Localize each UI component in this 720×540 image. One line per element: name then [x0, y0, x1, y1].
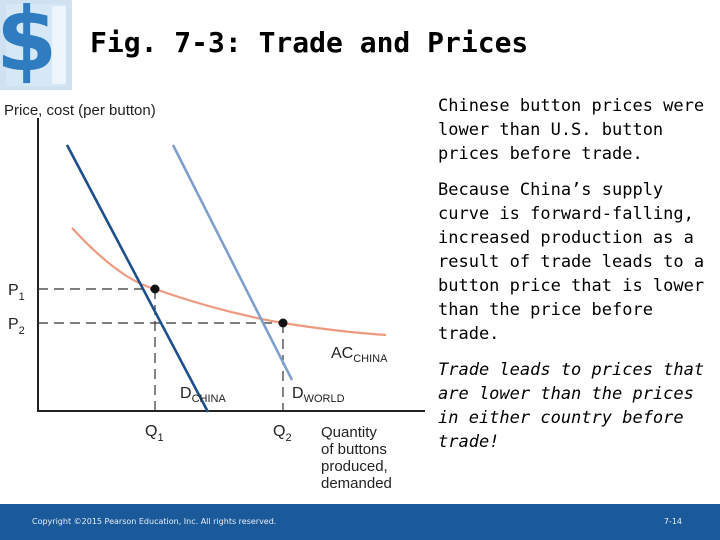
q1-label: Q1 [145, 423, 164, 444]
footer-bar: Copyright ©2015 Pearson Education, Inc. … [0, 504, 720, 540]
ac-china-label: ACCHINA [331, 345, 388, 365]
x-axis-label-line-1: Quantity [321, 424, 377, 441]
svg-text:$: $ [0, 0, 57, 90]
equilibrium-point-1 [150, 284, 160, 294]
equilibrium-point-2 [278, 318, 288, 328]
paragraph-forward-falling: Because China’s supply curve is forward-… [438, 180, 705, 344]
d-china-line [65, 144, 210, 413]
q2-label: Q2 [273, 423, 292, 444]
supply-demand-diagram: Price, cost (per button) P1 P2 Q1 Q2 ACC… [4, 102, 425, 492]
x-axis-label-line-4: demanded [321, 475, 392, 492]
d-world-line [171, 144, 294, 381]
x-axis-label: Quantity of buttons produced, demanded [321, 424, 392, 492]
p2-label: P2 [8, 316, 25, 337]
d-world-label: DWORLD [292, 385, 345, 405]
ac-china-curve [71, 227, 387, 337]
y-axis-label: Price, cost (per button) [4, 102, 156, 119]
x-axis-label-line-2: of buttons [321, 441, 387, 458]
copyright-text: Copyright ©2015 Pearson Education, Inc. … [32, 517, 277, 526]
explanation-text: Chinese button prices were lower than U.… [438, 94, 716, 466]
p1-label: P1 [8, 282, 25, 303]
d-china-label: DCHINA [180, 385, 226, 405]
page-number: 7-14 [663, 517, 682, 526]
dollar-sign-logo-icon: $ [0, 0, 72, 91]
paragraph-before-trade: Chinese button prices were lower than U.… [438, 96, 705, 164]
x-axis-label-line-3: produced, [321, 458, 388, 475]
slide-title: Fig. 7-3: Trade and Prices [90, 26, 529, 59]
paragraph-conclusion: Trade leads to prices that are lower tha… [438, 360, 705, 452]
